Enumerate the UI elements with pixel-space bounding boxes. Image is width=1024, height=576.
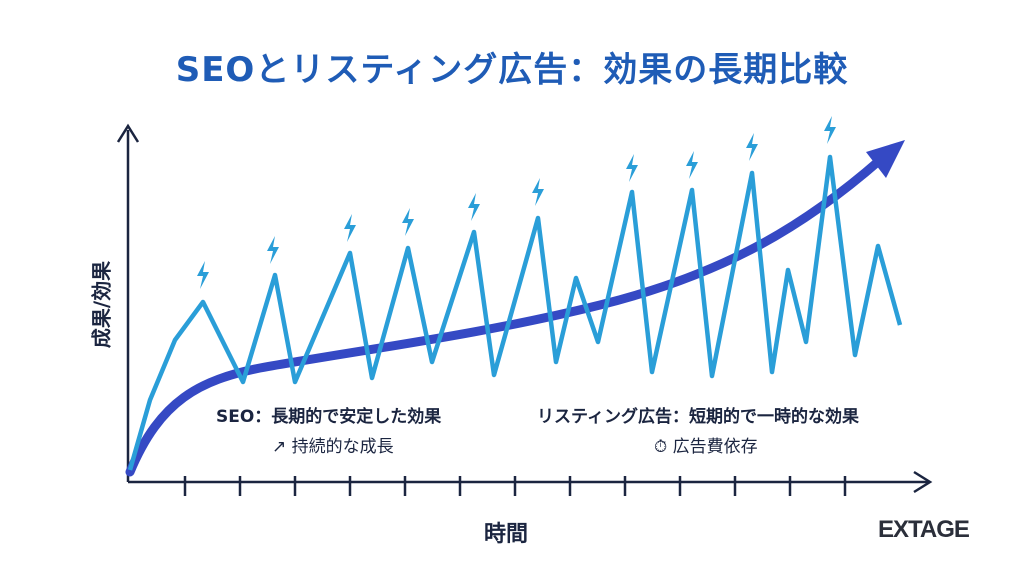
lightning-icon	[468, 193, 480, 221]
lightning-icon	[626, 154, 638, 182]
y-axis-label: 成果/効果	[89, 260, 114, 349]
lightning-icon	[402, 208, 414, 236]
listing-ad-zigzag-line	[127, 154, 903, 471]
lightning-icon	[267, 236, 279, 264]
seo-curve-arrowhead	[866, 140, 905, 178]
lightning-icon	[344, 214, 356, 242]
seo-label: SEO：長期的で安定した効果	[216, 407, 442, 427]
seo-sub-label-row: ↗ 持続的な成長	[272, 432, 394, 457]
seo-growth-curve	[125, 155, 885, 477]
y-axis-arrow	[116, 123, 140, 143]
trend-arrow-icon: ↗	[272, 437, 287, 457]
logo: EXTAGE	[878, 516, 970, 543]
x-axis-arrow	[913, 470, 933, 494]
x-axis-label: 時間	[483, 522, 528, 547]
listing-sub-label: 広告費依存	[672, 437, 758, 457]
page-title: SEOとリスティング広告：効果の長期比較	[175, 50, 849, 90]
listing-sub-label-row: ⏱ 広告費依存	[654, 432, 758, 457]
lightning-icon	[197, 261, 209, 289]
lightning-icon	[824, 116, 836, 144]
seo-sub-label: 持続的な成長	[291, 437, 394, 457]
lightning-icon	[532, 178, 544, 206]
lightning-icon	[746, 133, 758, 161]
listing-label: リスティング広告：短期的で一時的な効果	[537, 407, 859, 427]
lightning-icon	[686, 151, 698, 179]
stopwatch-icon: ⏱	[654, 437, 668, 457]
